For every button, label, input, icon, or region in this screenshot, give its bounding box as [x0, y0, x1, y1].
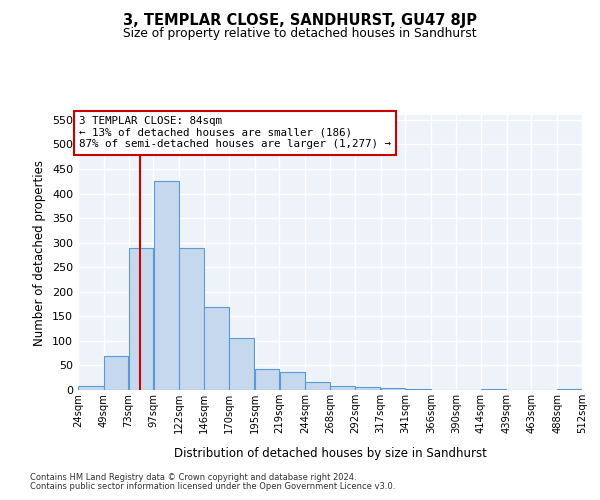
- Bar: [330, 386, 355, 390]
- Bar: [381, 388, 405, 390]
- Bar: [280, 372, 305, 390]
- Text: Contains HM Land Registry data © Crown copyright and database right 2024.: Contains HM Land Registry data © Crown c…: [30, 474, 356, 482]
- Text: Size of property relative to detached houses in Sandhurst: Size of property relative to detached ho…: [123, 28, 477, 40]
- Bar: [129, 248, 153, 390]
- Bar: [481, 389, 506, 390]
- Bar: [305, 382, 330, 390]
- Bar: [355, 386, 380, 390]
- Bar: [255, 369, 279, 390]
- Text: 3, TEMPLAR CLOSE, SANDHURST, GU47 8JP: 3, TEMPLAR CLOSE, SANDHURST, GU47 8JP: [123, 12, 477, 28]
- Bar: [557, 388, 582, 390]
- Bar: [204, 306, 229, 390]
- Bar: [154, 182, 179, 390]
- Bar: [179, 248, 204, 390]
- Bar: [104, 356, 128, 390]
- Text: 3 TEMPLAR CLOSE: 84sqm
← 13% of detached houses are smaller (186)
87% of semi-de: 3 TEMPLAR CLOSE: 84sqm ← 13% of detached…: [79, 116, 391, 149]
- Bar: [78, 386, 104, 390]
- Text: Distribution of detached houses by size in Sandhurst: Distribution of detached houses by size …: [173, 448, 487, 460]
- Y-axis label: Number of detached properties: Number of detached properties: [34, 160, 46, 346]
- Bar: [406, 388, 431, 390]
- Bar: [229, 338, 254, 390]
- Text: Contains public sector information licensed under the Open Government Licence v3: Contains public sector information licen…: [30, 482, 395, 491]
